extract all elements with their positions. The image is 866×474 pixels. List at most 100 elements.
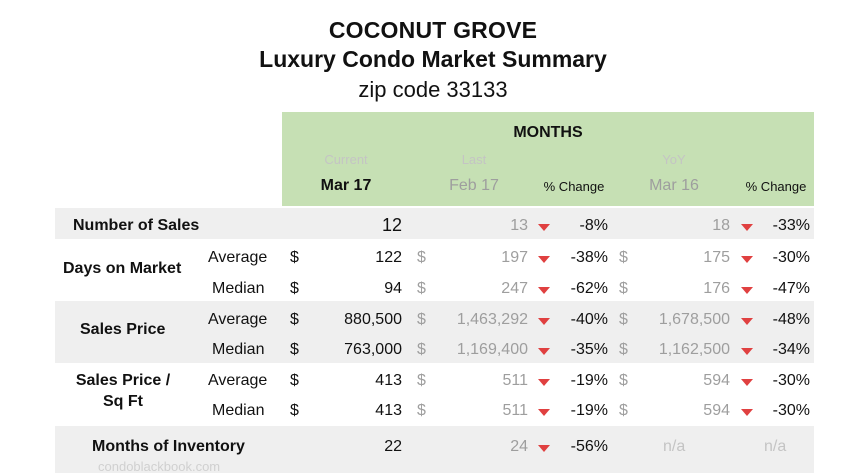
- yoy-pct-change: -47%: [772, 280, 810, 297]
- yoy-value: 1,162,500: [658, 341, 730, 358]
- sub-median: Median: [212, 402, 265, 419]
- yoy-value: 176: [703, 280, 730, 297]
- currency-symbol: $: [619, 341, 628, 358]
- band-sales-price: [55, 301, 814, 363]
- yoy-value: 594: [703, 402, 730, 419]
- currency-symbol: $: [417, 280, 426, 297]
- currency-symbol: $: [417, 311, 426, 328]
- sub-average: Average: [208, 249, 268, 266]
- current-value: 413: [375, 372, 402, 389]
- yoy-label: YoY: [662, 152, 686, 167]
- down-arrow-icon: [538, 379, 550, 386]
- last-pct-change: -19%: [570, 372, 608, 389]
- current-value: 880,500: [344, 311, 402, 328]
- months-header: MONTHS: [513, 124, 583, 141]
- currency-symbol: $: [417, 341, 426, 358]
- down-arrow-icon: [538, 445, 550, 452]
- last-value: 13: [510, 217, 528, 234]
- down-arrow-icon: [741, 379, 753, 386]
- down-arrow-icon: [741, 224, 753, 231]
- down-arrow-icon: [741, 287, 753, 294]
- last-pct-change: -62%: [570, 280, 608, 297]
- down-arrow-icon: [741, 256, 753, 263]
- current-label: Current: [324, 152, 368, 167]
- last-pct-change: -19%: [570, 402, 608, 419]
- currency-symbol: $: [619, 311, 628, 328]
- yoy-value: 18: [712, 217, 730, 234]
- currency-symbol: $: [619, 402, 628, 419]
- current-value: 763,000: [344, 341, 402, 358]
- last-label: Last: [461, 152, 487, 167]
- label-number-of-sales: Number of Sales: [73, 217, 200, 234]
- yoy-value: n/a: [663, 438, 686, 455]
- last-pct-change: -40%: [570, 311, 608, 328]
- last-value: 247: [501, 280, 528, 297]
- label-days-on-market: Days on Market: [63, 260, 182, 277]
- current-value: 94: [384, 280, 402, 297]
- down-arrow-icon: [538, 409, 550, 416]
- label-sales-price-sqft-line2: Sq Ft: [103, 393, 143, 410]
- yoy-pct-change: -33%: [772, 217, 810, 234]
- yoy-pct-change: -30%: [772, 402, 810, 419]
- pct-change-header-1: % Change: [543, 179, 605, 194]
- down-arrow-icon: [538, 224, 550, 231]
- currency-symbol: $: [290, 372, 299, 389]
- sub-median: Median: [212, 280, 265, 297]
- down-arrow-icon: [538, 318, 550, 325]
- label-sales-price: Sales Price: [80, 321, 166, 338]
- last-value: 1,463,292: [456, 311, 528, 328]
- label-months-of-inventory: Months of Inventory: [92, 438, 245, 455]
- yoy-pct-change: -30%: [772, 249, 810, 266]
- down-arrow-icon: [741, 318, 753, 325]
- down-arrow-icon: [741, 409, 753, 416]
- current-month: Mar 17: [320, 177, 372, 194]
- down-arrow-icon: [741, 348, 753, 355]
- sub-average: Average: [208, 311, 268, 328]
- yoy-pct-change: -48%: [772, 311, 810, 328]
- currency-symbol: $: [290, 341, 299, 358]
- down-arrow-icon: [538, 287, 550, 294]
- yoy-month: Mar 16: [649, 177, 699, 194]
- yoy-value: 1,678,500: [658, 311, 730, 328]
- currency-symbol: $: [619, 280, 628, 297]
- watermark: condoblackbook.com: [98, 459, 221, 474]
- pct-change-header-2: % Change: [745, 179, 807, 194]
- months-header-panel: [282, 112, 814, 206]
- currency-symbol: $: [417, 402, 426, 419]
- currency-symbol: $: [290, 280, 299, 297]
- currency-symbol: $: [619, 249, 628, 266]
- last-pct-change: -8%: [579, 217, 608, 234]
- yoy-value: 175: [703, 249, 730, 266]
- currency-symbol: $: [290, 249, 299, 266]
- report-zip: zip code 33133: [358, 77, 508, 102]
- yoy-pct-change: -34%: [772, 341, 810, 358]
- band-months-of-inventory: [55, 426, 814, 473]
- report-subtitle: Luxury Condo Market Summary: [259, 46, 607, 72]
- last-value: 1,169,400: [456, 341, 528, 358]
- last-value: 197: [501, 249, 528, 266]
- last-pct-change: -56%: [570, 438, 608, 455]
- current-value: 22: [384, 438, 402, 455]
- last-month: Feb 17: [449, 177, 499, 194]
- current-value: 12: [381, 215, 402, 235]
- current-value: 413: [375, 402, 402, 419]
- last-pct-change: -35%: [570, 341, 608, 358]
- down-arrow-icon: [538, 256, 550, 263]
- yoy-value: 594: [703, 372, 730, 389]
- currency-symbol: $: [290, 402, 299, 419]
- sub-average: Average: [208, 372, 268, 389]
- yoy-pct-change: n/a: [764, 438, 787, 455]
- band-number-of-sales: [55, 208, 814, 239]
- last-value: 24: [510, 438, 528, 455]
- currency-symbol: $: [290, 311, 299, 328]
- band-days-on-market: [55, 239, 814, 301]
- currency-symbol: $: [417, 372, 426, 389]
- last-value: 511: [502, 372, 528, 389]
- label-sales-price-sqft-line1: Sales Price /: [75, 372, 171, 389]
- currency-symbol: $: [619, 372, 628, 389]
- band-sales-price-sqft: [55, 363, 814, 425]
- down-arrow-icon: [538, 348, 550, 355]
- current-value: 122: [375, 249, 402, 266]
- report-title: COCONUT GROVE: [328, 17, 538, 43]
- yoy-pct-change: -30%: [772, 372, 810, 389]
